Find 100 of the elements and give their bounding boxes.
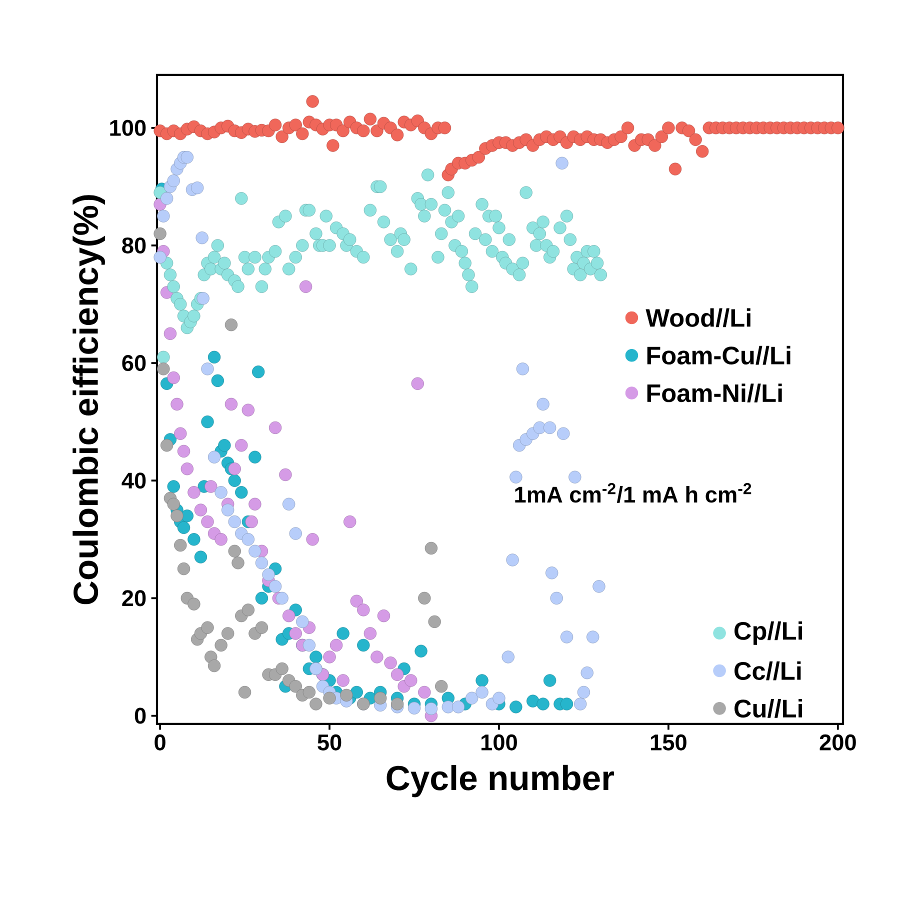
x-axis-title: Cycle number bbox=[386, 764, 614, 798]
point bbox=[208, 350, 221, 364]
point bbox=[310, 698, 322, 710]
point bbox=[414, 644, 428, 658]
point bbox=[188, 598, 200, 610]
point bbox=[160, 439, 174, 452]
point bbox=[370, 650, 384, 664]
point bbox=[289, 627, 302, 640]
point bbox=[222, 627, 234, 640]
point bbox=[204, 480, 218, 493]
point bbox=[224, 398, 238, 411]
point bbox=[208, 659, 221, 672]
point bbox=[364, 627, 377, 640]
point bbox=[194, 504, 208, 516]
legend-label: Cp//Li bbox=[734, 621, 802, 645]
point bbox=[170, 398, 184, 411]
legend-label: Wood//Li bbox=[646, 308, 750, 328]
x-tick-label: 100 bbox=[481, 734, 517, 750]
point bbox=[235, 486, 248, 499]
point bbox=[350, 594, 363, 608]
point bbox=[418, 592, 431, 605]
legend-label: Foam-Ni//Li bbox=[647, 384, 782, 402]
point bbox=[242, 604, 255, 616]
point bbox=[424, 542, 438, 555]
point bbox=[214, 638, 228, 652]
point bbox=[224, 318, 238, 332]
point bbox=[235, 439, 248, 452]
point bbox=[174, 538, 187, 552]
point bbox=[435, 680, 448, 693]
point bbox=[167, 480, 180, 493]
point bbox=[194, 550, 208, 564]
point bbox=[188, 533, 200, 546]
point bbox=[248, 498, 262, 510]
legend-label: Foam-Cu//Li bbox=[647, 346, 790, 365]
point bbox=[177, 521, 190, 534]
point bbox=[232, 556, 244, 570]
point bbox=[299, 280, 312, 293]
x-tick-label: 50 bbox=[318, 734, 342, 750]
point bbox=[201, 621, 214, 634]
point bbox=[268, 421, 282, 434]
point bbox=[390, 698, 404, 710]
point bbox=[228, 544, 241, 558]
legend-label: Cc//Li bbox=[734, 661, 801, 680]
point bbox=[350, 686, 363, 699]
y-tick-label: 40 bbox=[122, 472, 146, 489]
point bbox=[330, 638, 343, 652]
legend-label: Cu//Li bbox=[734, 698, 802, 718]
point bbox=[323, 692, 336, 704]
point bbox=[154, 227, 166, 240]
point bbox=[248, 450, 262, 464]
point bbox=[374, 692, 387, 704]
point bbox=[167, 371, 180, 384]
point bbox=[510, 700, 522, 714]
y-tick-label: 0 bbox=[134, 708, 146, 724]
point bbox=[174, 427, 187, 440]
point bbox=[180, 462, 194, 476]
point bbox=[289, 680, 302, 693]
y-tick-label: 60 bbox=[122, 355, 146, 372]
annotation: 1mA cm$^{-2}$/1 mA h cm$^{-2}$ bbox=[515, 483, 752, 503]
point bbox=[310, 650, 322, 664]
point bbox=[201, 416, 214, 428]
point bbox=[157, 362, 170, 376]
point bbox=[245, 515, 258, 528]
x-tick-label: 0 bbox=[154, 734, 166, 750]
point bbox=[279, 468, 292, 482]
point bbox=[255, 592, 268, 605]
point bbox=[418, 686, 431, 699]
y-tick-label: 100 bbox=[110, 120, 146, 136]
point bbox=[543, 674, 556, 687]
point bbox=[282, 609, 296, 622]
point bbox=[377, 609, 390, 622]
point bbox=[411, 377, 424, 390]
point bbox=[201, 515, 214, 528]
point bbox=[357, 638, 370, 652]
point bbox=[384, 656, 397, 670]
y-tick-label: 20 bbox=[122, 590, 146, 606]
point bbox=[242, 404, 255, 416]
point bbox=[306, 533, 319, 546]
x-tick-label: 200 bbox=[820, 734, 856, 750]
point bbox=[218, 439, 231, 452]
point bbox=[302, 686, 316, 699]
point bbox=[344, 515, 356, 528]
point bbox=[560, 698, 574, 710]
point bbox=[428, 615, 441, 628]
point bbox=[167, 498, 180, 510]
point bbox=[276, 662, 288, 676]
point bbox=[255, 621, 268, 634]
point bbox=[238, 686, 252, 699]
point bbox=[390, 668, 404, 681]
point bbox=[336, 627, 350, 640]
point bbox=[177, 562, 190, 576]
point bbox=[404, 674, 418, 687]
point bbox=[164, 327, 177, 340]
point bbox=[357, 604, 370, 616]
point bbox=[323, 650, 336, 664]
point bbox=[177, 444, 190, 458]
point bbox=[536, 698, 550, 710]
point bbox=[170, 510, 184, 522]
point bbox=[228, 462, 241, 476]
point bbox=[252, 366, 265, 378]
